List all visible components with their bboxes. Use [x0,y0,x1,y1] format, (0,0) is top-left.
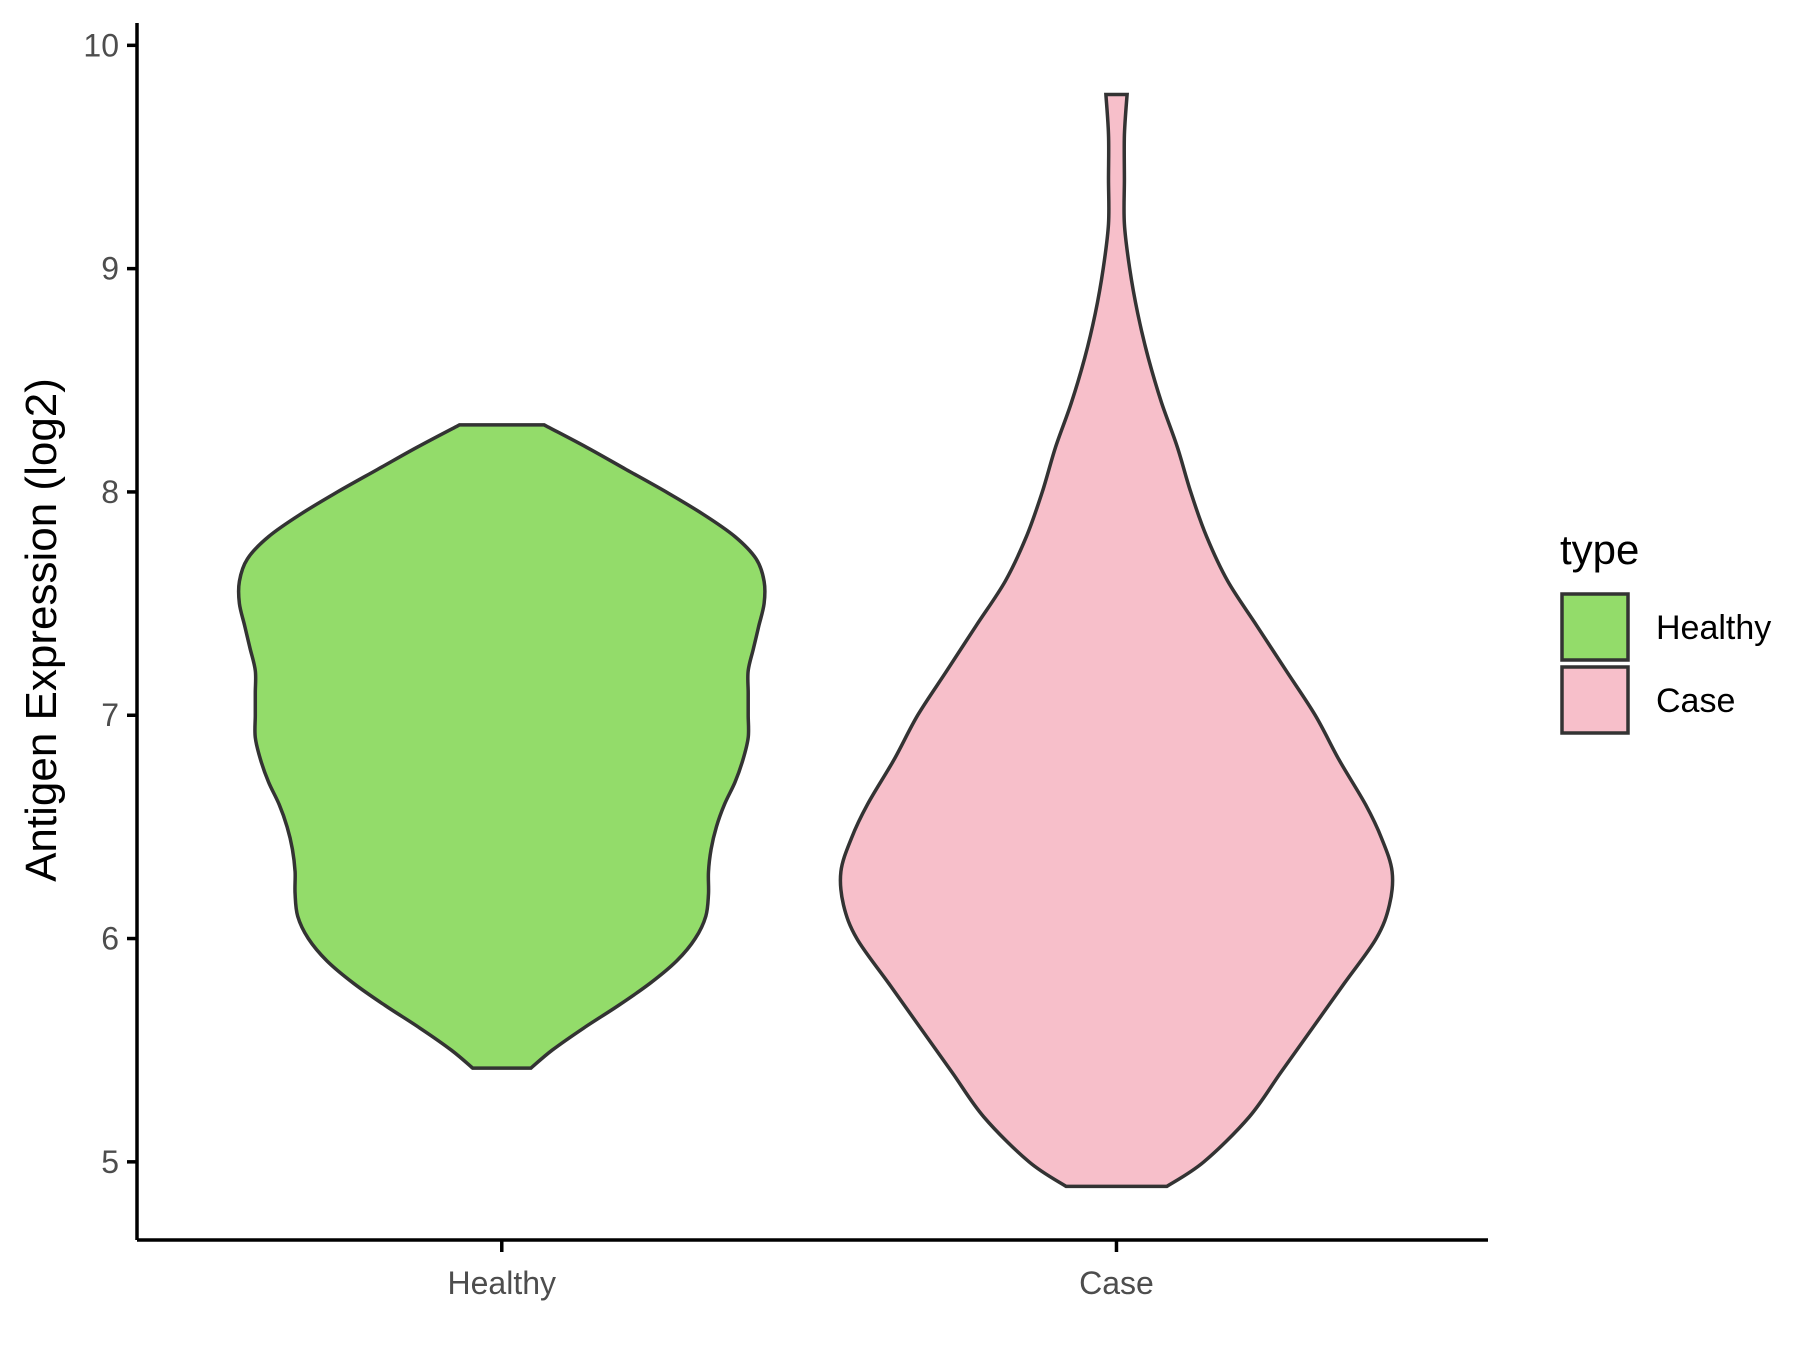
legend-title: type [1560,526,1639,573]
x-tick-label: Case [1079,1265,1154,1301]
y-axis: 5 6 7 8 9 10 [83,23,139,1240]
y-tick-label: 7 [101,697,119,733]
violin-healthy [236,423,767,1070]
legend-swatch-case [1560,665,1630,735]
legend-items: Healthy Case [1560,592,1771,735]
y-ticks: 5 6 7 8 9 10 [83,27,137,1180]
y-axis-title: Antigen Expression (log2) [17,378,66,882]
legend: type Healthy Case [1560,526,1771,735]
y-tick-label: 5 [101,1144,119,1180]
y-tick-label: 9 [101,251,119,287]
violin-case [838,92,1395,1189]
legend-label-case: Case [1656,682,1735,720]
x-ticks: Healthy Case [448,1240,1154,1301]
y-tick-label: 8 [101,474,119,510]
x-axis: Healthy Case [137,1238,1488,1301]
legend-swatch-healthy [1560,592,1630,662]
y-tick-label: 10 [83,27,119,63]
y-tick-label: 6 [101,921,119,957]
x-tick-label: Healthy [448,1265,557,1301]
legend-label-healthy: Healthy [1656,609,1771,647]
violin-layer [236,92,1395,1189]
